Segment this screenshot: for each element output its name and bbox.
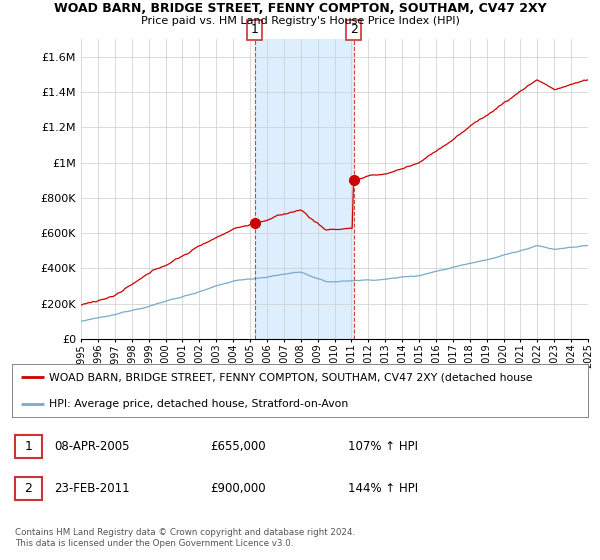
Text: 107% ↑ HPI: 107% ↑ HPI <box>348 440 418 453</box>
Text: Contains HM Land Registry data © Crown copyright and database right 2024.
This d: Contains HM Land Registry data © Crown c… <box>15 528 355 548</box>
Text: 2: 2 <box>24 482 32 495</box>
Text: 1: 1 <box>251 24 259 36</box>
Text: £900,000: £900,000 <box>210 482 266 495</box>
Text: HPI: Average price, detached house, Stratford-on-Avon: HPI: Average price, detached house, Stra… <box>49 399 349 409</box>
Text: WOAD BARN, BRIDGE STREET, FENNY COMPTON, SOUTHAM, CV47 2XY (detached house: WOAD BARN, BRIDGE STREET, FENNY COMPTON,… <box>49 372 533 382</box>
Text: 08-APR-2005: 08-APR-2005 <box>54 440 130 453</box>
Bar <box>254 39 353 339</box>
Text: WOAD BARN, BRIDGE STREET, FENNY COMPTON, SOUTHAM, CV47 2XY: WOAD BARN, BRIDGE STREET, FENNY COMPTON,… <box>53 2 547 15</box>
Text: 1: 1 <box>24 440 32 453</box>
Text: £655,000: £655,000 <box>210 440 266 453</box>
Text: Price paid vs. HM Land Registry's House Price Index (HPI): Price paid vs. HM Land Registry's House … <box>140 16 460 26</box>
Text: 2: 2 <box>350 24 358 36</box>
Text: 144% ↑ HPI: 144% ↑ HPI <box>348 482 418 495</box>
Text: 23-FEB-2011: 23-FEB-2011 <box>54 482 130 495</box>
